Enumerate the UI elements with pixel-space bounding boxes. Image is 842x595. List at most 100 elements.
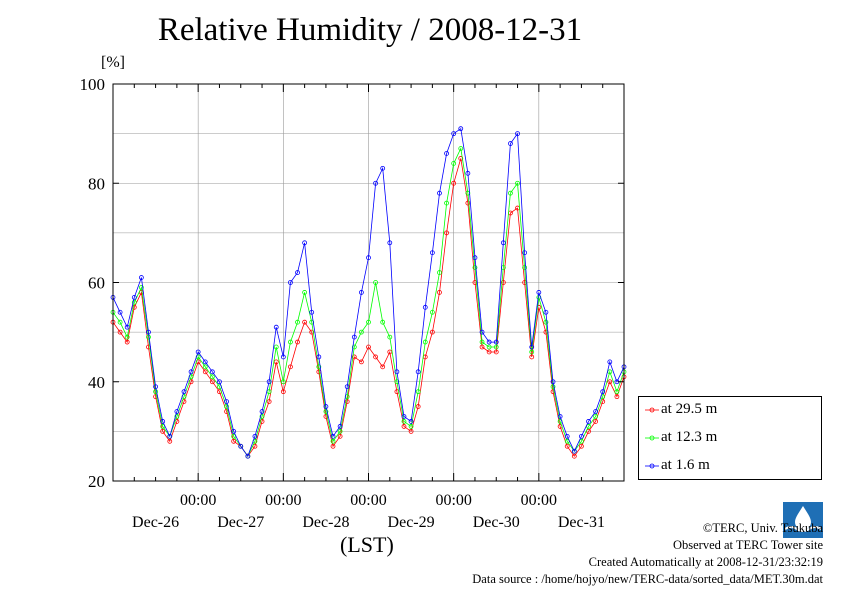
data-point-1 [131,299,137,305]
data-point-0 [373,354,378,360]
data-point-0 [337,433,343,439]
data-point-1 [373,280,378,285]
data-point-1 [259,414,265,419]
data-point-2 [373,180,378,186]
data-point-2 [302,240,308,246]
data-point-0 [564,443,570,449]
chart-title: Relative Humidity / 2008-12-31 [157,12,583,48]
data-point-0 [259,419,265,424]
data-point-1 [302,290,308,295]
data-point-0 [529,354,535,360]
data-point-0 [124,339,130,345]
data-point-0 [160,428,166,434]
data-point-1 [316,364,322,370]
data-point-1 [138,285,144,290]
data-point-2 [131,294,137,300]
data-point-0 [579,443,584,449]
data-point-1 [394,379,400,385]
data-point-1 [280,379,286,385]
legend: at 29.5 m at 12.3 m at 1.6 m [638,396,822,480]
data-point-1 [309,319,315,325]
data-point-0 [401,424,407,429]
data-point-1 [408,424,414,429]
data-point-2 [138,275,144,280]
data-point-2 [344,384,350,390]
data-point-1 [458,146,464,151]
data-point-0 [202,369,208,375]
data-point-1 [273,344,279,350]
data-point-1 [493,344,499,350]
data-point-0 [302,319,308,325]
data-point-1 [515,180,520,186]
data-point-1 [288,339,293,345]
data-point-2 [323,404,329,409]
legend-label-1: at 12.3 m [661,429,718,445]
data-point-2 [564,433,570,439]
x-tick-label-time: 00:00 [350,492,386,509]
data-point-0 [571,453,577,459]
y-tick-label: 60 [88,274,105,293]
x-tick-label-day: Dec-30 [473,514,520,531]
data-point-2 [259,409,265,414]
terc-logo [783,502,823,538]
x-tick-label-day: Dec-31 [558,514,605,531]
data-point-2 [422,304,428,310]
data-point-1 [337,428,343,434]
data-point-2 [280,354,286,360]
data-point-0 [117,329,123,335]
data-point-0 [593,419,599,424]
data-point-1 [124,334,130,340]
data-point-2 [444,151,449,156]
data-point-2 [146,329,151,335]
data-point-1 [437,270,442,275]
data-point-0 [500,280,506,285]
data-point-0 [330,443,336,449]
data-point-2 [316,354,322,360]
data-point-2 [167,433,173,439]
y-axis-unit: [%] [101,54,125,71]
data-point-1 [401,419,407,424]
data-point-1 [522,265,528,271]
data-point-2 [536,290,542,295]
data-point-0 [380,364,386,370]
data-point-2 [160,419,166,424]
data-point-2 [124,324,130,330]
data-point-2 [209,369,215,375]
data-point-2 [508,141,513,146]
legend-item-1: at 12.3 m [639,427,821,449]
data-point-2 [273,324,279,330]
data-point-2 [415,369,421,375]
data-point-2 [252,433,258,439]
legend-item-2: at 1.6 m [639,455,821,477]
data-point-2 [529,344,535,350]
legend-marker-red [645,407,659,413]
data-point-0 [437,290,442,295]
data-point-1 [472,265,478,271]
data-point-1 [153,389,158,395]
data-point-0 [408,428,414,434]
data-point-0 [465,200,471,206]
legend-marker-green [645,435,659,441]
data-point-0 [231,438,237,444]
data-point-0 [493,349,499,355]
data-point-0 [429,329,435,335]
data-point-2 [366,255,371,261]
data-point-1 [351,344,357,350]
data-point-1 [224,404,229,409]
y-tick-label: 40 [88,373,105,392]
data-point-0 [366,344,371,350]
data-point-0 [309,329,315,335]
data-point-2 [543,309,549,315]
data-point-2 [181,389,187,395]
x-tick-label-time: 00:00 [265,492,301,509]
data-point-1 [380,319,386,325]
data-point-2 [437,190,442,196]
data-point-2 [586,419,591,424]
data-point-2 [451,131,457,137]
data-point-1 [444,200,449,206]
data-point-2 [500,240,506,246]
data-point-2 [330,433,336,439]
logo-wave [784,526,822,532]
data-point-2 [557,414,563,419]
